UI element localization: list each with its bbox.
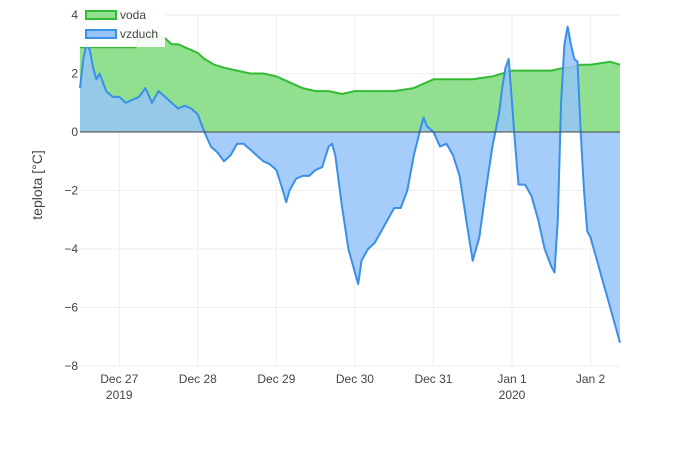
- line-vzduch[interactable]: [79, 25, 621, 343]
- series-vzduch: [79, 25, 621, 343]
- series-layer: [79, 25, 621, 343]
- legend-item-vzduch[interactable]: vzduch: [85, 27, 158, 41]
- legend[interactable]: voda vzduch: [80, 5, 165, 47]
- y-tick-label: 2: [71, 67, 78, 81]
- area-vzduch: [80, 26, 620, 343]
- series-voda: [80, 28, 621, 133]
- legend-item-voda[interactable]: voda: [85, 8, 146, 22]
- area-voda: [80, 29, 620, 133]
- legend-label-vzduch: vzduch: [120, 27, 158, 41]
- y-tick-label: 0: [71, 125, 78, 139]
- y-tick-labels: −8 −6 −4 −2 0 2 4: [64, 8, 78, 373]
- y-axis-title: teplota [°C]: [29, 150, 45, 219]
- x-tick-label: Jan 1: [497, 372, 527, 386]
- x-tick-labels: Dec 27 2019 Dec 28 Dec 29 Dec 30 Dec 31 Jan 1 2…: [100, 372, 605, 402]
- y-tick-label: −4: [64, 242, 78, 256]
- legend-swatch-voda: [85, 10, 117, 20]
- x-tick-label: Dec 31: [414, 372, 452, 386]
- line-voda[interactable]: [80, 28, 621, 95]
- y-tick-label: −8: [64, 359, 78, 373]
- legend-label-voda: voda: [120, 8, 146, 22]
- y-tick-label: −2: [64, 184, 78, 198]
- x-tick-label: Dec 30: [336, 372, 374, 386]
- y-tick-label: −6: [64, 301, 78, 315]
- y-tick-label: 4: [71, 8, 78, 22]
- x-tick-year-label: 2019: [106, 388, 133, 402]
- x-tick-label: Dec 27: [100, 372, 138, 386]
- x-tick-label: Dec 28: [179, 372, 217, 386]
- x-tick-year-label: 2020: [499, 388, 526, 402]
- legend-swatch-vzduch: [85, 29, 117, 39]
- x-tick-label: Dec 29: [257, 372, 295, 386]
- x-tick-label: Jan 2: [576, 372, 606, 386]
